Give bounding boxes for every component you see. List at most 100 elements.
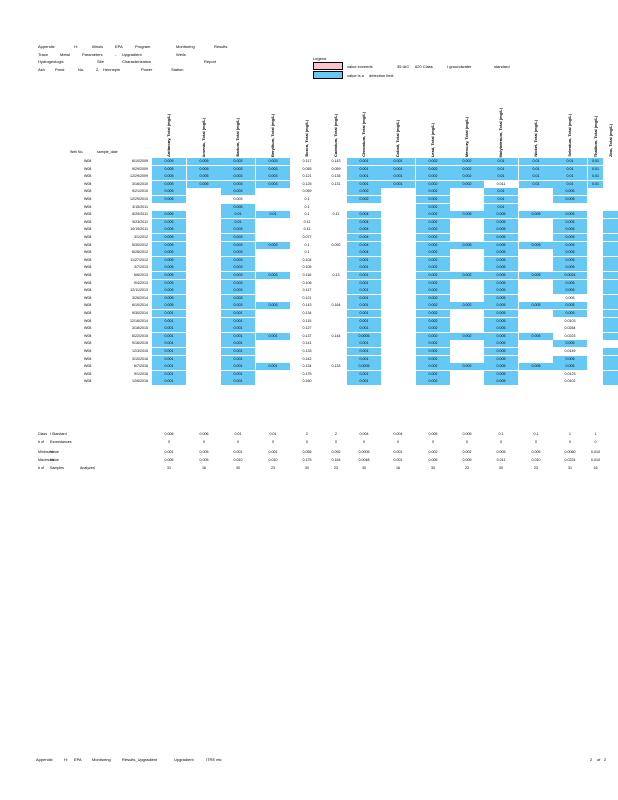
value-cell: 0.0005 — [347, 332, 381, 340]
value-cell: 0.001 — [256, 332, 290, 340]
stats-cell: 0.005 — [462, 458, 472, 462]
value-cell — [519, 219, 553, 226]
well-cell: W08 — [84, 341, 92, 346]
stats-cell: 1 — [594, 432, 597, 436]
value-cell: 0.001 — [381, 158, 415, 165]
value-cell — [187, 318, 221, 325]
value-cell: 0.002 — [416, 218, 450, 226]
value-cell: 0.002 — [416, 234, 450, 241]
stats-cell: 0.005 — [164, 458, 174, 462]
value-cell — [187, 310, 221, 317]
value-cell — [450, 234, 484, 241]
stats-cell: 1 — [569, 432, 571, 436]
value-cell: 0.005 — [152, 256, 186, 264]
value-cell: 0.005 — [553, 340, 587, 348]
stats-cell: 0 — [535, 440, 537, 444]
value-cell — [588, 318, 603, 325]
value-cell: 0.005 — [484, 226, 518, 234]
value-cell — [187, 257, 221, 264]
value-cell: 0.0102 — [564, 379, 576, 384]
value-cell: 0.134 — [302, 364, 312, 369]
value-cell: 0.005 — [152, 158, 186, 165]
value-cell — [450, 356, 484, 363]
stats-row: # of Samples Analyzed 31 16 30 23 30 23 30 16 30 23 3… — [0, 465, 618, 472]
value-cell — [588, 204, 603, 211]
value-cell — [450, 348, 484, 355]
value-cell — [381, 356, 415, 363]
value-cell — [187, 264, 221, 271]
value-cell: 0.001 — [347, 294, 381, 302]
value-cell: 0.005 — [553, 241, 587, 249]
stats-cell: 0.092 — [331, 450, 341, 454]
value-cell — [588, 363, 603, 370]
value-cell: 0.143 — [331, 159, 341, 163]
value-cell — [325, 348, 347, 355]
value-cell: 0.005 — [152, 218, 186, 226]
value-cell: 0.142 — [302, 356, 312, 361]
table-row: W08 11/27/2012 0.005 0.003 0.104 0.001 0.002 0.… — [0, 256, 618, 264]
value-cell — [603, 204, 618, 211]
value-cell: 0.003 — [221, 226, 255, 234]
value-cell: 0.004 — [347, 211, 381, 219]
date-cell: 3/18/2015 — [132, 326, 148, 331]
value-cell: 0.002 — [416, 272, 450, 279]
value-cell — [588, 249, 603, 256]
stats-cell: 0.002 — [428, 450, 438, 454]
value-cell: 0.11 — [303, 219, 311, 224]
value-cell: 0.005 — [152, 294, 186, 302]
value-cell: 0.002 — [416, 287, 450, 295]
table-row: W08 9/16/2015 0.001 0.001 0.141 0.001 0.002 0.0… — [0, 340, 618, 348]
value-cell — [256, 196, 290, 203]
value-cell: 0.003 — [221, 302, 255, 310]
footer-text: ITRE etc — [206, 757, 222, 762]
value-cell: 0.005 — [484, 211, 518, 219]
stats-cell: 0.164 — [331, 458, 341, 462]
table-row: W08 12/16/2014 0.001 0.001 0.115 0.001 0.002 0.… — [0, 317, 618, 325]
stats-cell: 0 — [237, 440, 239, 444]
value-cell — [325, 188, 347, 195]
well-cell: W08 — [84, 333, 92, 338]
value-cell — [603, 264, 618, 272]
stats-label: Analyzed — [80, 466, 95, 470]
value-cell — [187, 234, 221, 241]
value-cell — [325, 234, 347, 241]
well-cell: W08 — [84, 189, 92, 194]
header-word: Monitoring — [176, 44, 195, 49]
date-cell: 5/30/2012 — [132, 242, 148, 247]
value-cell — [588, 302, 603, 309]
value-cell: 0.127 — [302, 326, 312, 331]
value-cell — [519, 249, 553, 256]
value-cell: 0.001 — [152, 317, 186, 325]
stats-cell: 23 — [534, 466, 538, 470]
value-cell: 0.005 — [484, 279, 518, 287]
value-cell — [256, 325, 290, 332]
value-cell: 0.01 — [553, 173, 587, 181]
value-cell: 0.005 — [152, 173, 186, 181]
value-cell: 0.005 — [152, 241, 186, 249]
date-cell: 3/1/2012 — [134, 235, 148, 239]
value-cell — [325, 219, 347, 226]
value-cell — [381, 211, 415, 218]
well-cell: W08 — [84, 212, 92, 217]
value-cell — [450, 325, 484, 332]
value-cell: 0.002 — [450, 302, 484, 310]
value-cell — [256, 378, 290, 385]
value-cell — [588, 257, 603, 264]
stats-label: # of — [38, 466, 44, 470]
value-cell: 0.002 — [416, 363, 450, 371]
header-word: H: — [74, 44, 78, 49]
value-cell: 0.001 — [381, 180, 415, 188]
value-cell — [519, 264, 553, 271]
value-cell — [187, 249, 221, 256]
value-cell — [519, 310, 553, 317]
value-cell — [450, 188, 484, 195]
value-cell — [187, 371, 221, 378]
header-word: Upgradient — [122, 51, 142, 57]
value-cell: 0.001 — [152, 378, 186, 386]
value-cell: 0.005 — [484, 325, 518, 333]
well-cell: W08 — [84, 364, 92, 369]
value-cell: 0.135 — [331, 174, 341, 179]
value-cell: 0.005 — [187, 180, 221, 188]
value-cell — [588, 234, 603, 241]
value-cell — [519, 188, 553, 195]
